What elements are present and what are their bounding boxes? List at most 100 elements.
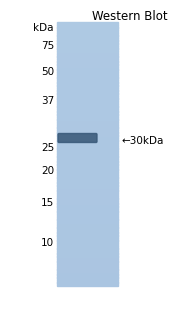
- Bar: [57, 251, 118, 254]
- Bar: [57, 72, 118, 75]
- Bar: [57, 35, 118, 38]
- Bar: [57, 96, 118, 99]
- Bar: [57, 127, 118, 130]
- Bar: [57, 59, 118, 62]
- Bar: [57, 232, 118, 235]
- Bar: [57, 280, 118, 283]
- Bar: [57, 156, 118, 159]
- Bar: [57, 214, 118, 217]
- Text: 15: 15: [41, 198, 54, 208]
- Bar: [57, 180, 118, 183]
- Bar: [57, 117, 118, 120]
- Bar: [57, 77, 118, 80]
- Bar: [57, 248, 118, 251]
- Bar: [57, 206, 118, 209]
- Bar: [57, 69, 118, 73]
- Bar: [57, 46, 118, 49]
- Text: 20: 20: [41, 166, 54, 176]
- Bar: [57, 240, 118, 243]
- Bar: [57, 56, 118, 59]
- Bar: [57, 209, 118, 212]
- Bar: [57, 282, 118, 286]
- Bar: [57, 146, 118, 149]
- Bar: [57, 185, 118, 188]
- Bar: [57, 222, 118, 225]
- Bar: [57, 198, 118, 201]
- Bar: [57, 83, 118, 86]
- Bar: [57, 140, 118, 143]
- Bar: [57, 32, 118, 36]
- Bar: [57, 22, 118, 25]
- Text: 75: 75: [41, 41, 54, 51]
- Bar: [57, 27, 118, 30]
- Bar: [57, 274, 118, 277]
- Bar: [57, 172, 118, 175]
- Bar: [57, 80, 118, 83]
- Bar: [57, 235, 118, 238]
- Bar: [57, 67, 118, 70]
- Bar: [57, 267, 118, 270]
- Bar: [57, 259, 118, 262]
- Bar: [57, 169, 118, 172]
- Bar: [57, 40, 118, 44]
- Bar: [57, 133, 118, 136]
- Bar: [57, 246, 118, 249]
- Bar: [57, 125, 118, 128]
- Bar: [57, 154, 118, 157]
- Text: 37: 37: [41, 96, 54, 106]
- Bar: [57, 217, 118, 220]
- Bar: [57, 135, 118, 138]
- Bar: [57, 272, 118, 275]
- Bar: [57, 167, 118, 170]
- Bar: [57, 196, 118, 199]
- Bar: [57, 88, 118, 91]
- Bar: [57, 230, 118, 233]
- Bar: [57, 227, 118, 230]
- Bar: [57, 203, 118, 207]
- Bar: [57, 130, 118, 133]
- Bar: [57, 119, 118, 122]
- Bar: [57, 211, 118, 214]
- Bar: [57, 161, 118, 164]
- Text: ←30kDa: ←30kDa: [121, 136, 163, 146]
- Bar: [57, 190, 118, 193]
- Bar: [57, 269, 118, 272]
- Bar: [57, 51, 118, 54]
- Bar: [57, 277, 118, 280]
- Text: 25: 25: [41, 143, 54, 153]
- Bar: [57, 104, 118, 107]
- Bar: [57, 164, 118, 167]
- FancyBboxPatch shape: [58, 133, 97, 142]
- Bar: [57, 90, 118, 94]
- Bar: [57, 177, 118, 180]
- Bar: [57, 238, 118, 241]
- Bar: [57, 253, 118, 256]
- Bar: [57, 48, 118, 51]
- Bar: [57, 61, 118, 65]
- Bar: [57, 93, 118, 96]
- Bar: [57, 225, 118, 228]
- Bar: [57, 201, 118, 204]
- Bar: [57, 261, 118, 265]
- Bar: [57, 106, 118, 109]
- Bar: [57, 112, 118, 115]
- Text: kDa: kDa: [33, 23, 54, 33]
- Bar: [57, 109, 118, 112]
- Bar: [57, 25, 118, 28]
- Bar: [57, 151, 118, 154]
- Bar: [57, 188, 118, 191]
- Bar: [57, 114, 118, 117]
- Bar: [57, 30, 118, 33]
- Bar: [57, 85, 118, 88]
- Bar: [57, 182, 118, 186]
- Bar: [57, 53, 118, 57]
- Bar: [57, 175, 118, 178]
- Bar: [57, 38, 118, 41]
- Bar: [57, 138, 118, 141]
- Text: Western Blot: Western Blot: [92, 10, 168, 23]
- Bar: [57, 74, 118, 78]
- Bar: [57, 43, 118, 46]
- Text: 10: 10: [41, 238, 54, 248]
- Bar: [57, 219, 118, 222]
- Bar: [57, 243, 118, 246]
